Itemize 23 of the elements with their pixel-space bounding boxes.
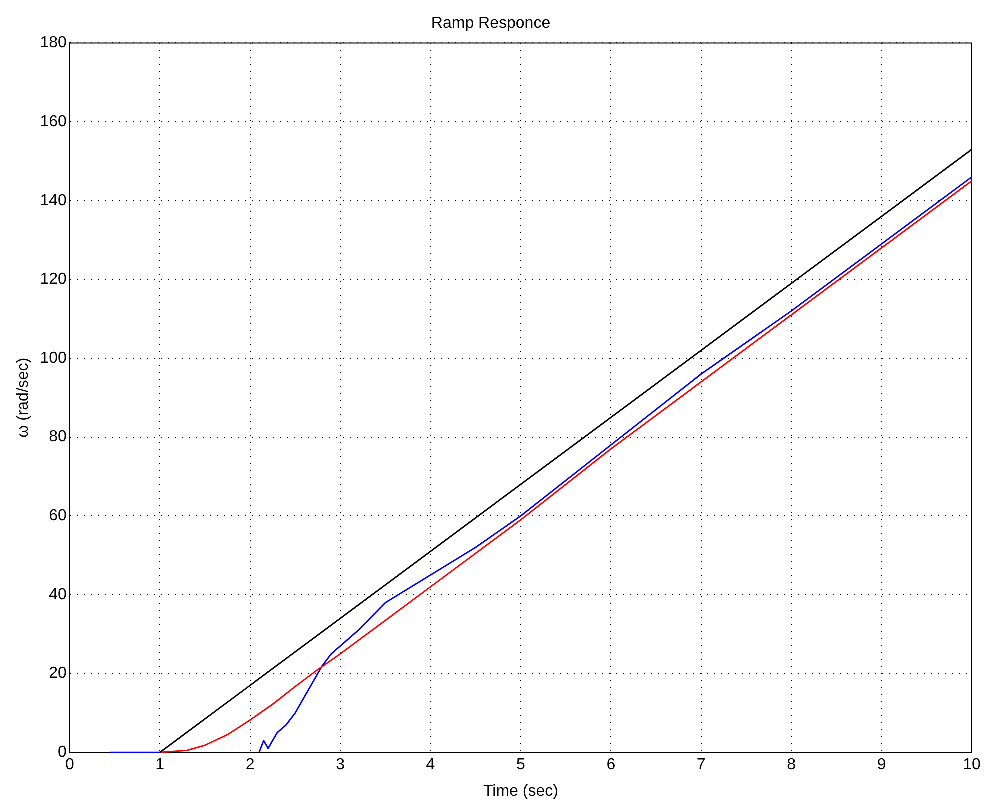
y-tick-label: 40 xyxy=(49,586,67,604)
x-tick-label: 4 xyxy=(426,756,436,774)
y-tick-label: 80 xyxy=(49,428,67,446)
y-tick-label: 60 xyxy=(49,508,67,525)
x-tick-label: 9 xyxy=(877,756,886,774)
x-tick-label: 7 xyxy=(696,756,706,774)
x-tick-label: 1 xyxy=(156,756,165,774)
chart-title: Ramp Responce xyxy=(431,15,551,32)
x-tick-label: 10 xyxy=(963,756,981,774)
y-tick-label: 180 xyxy=(40,34,67,52)
x-tick-label: 2 xyxy=(246,756,255,774)
x-tick-label: 6 xyxy=(606,756,616,774)
y-tick-label: 0 xyxy=(58,744,67,762)
y-axis-title: ω (rad/sec) xyxy=(15,358,32,438)
y-tick-label: 100 xyxy=(40,350,67,367)
x-tick-label: 3 xyxy=(336,756,346,774)
y-tick-label: 160 xyxy=(40,113,67,130)
x-tick-label: 5 xyxy=(516,756,526,774)
x-axis-title: Time (sec) xyxy=(483,782,558,800)
y-tick-label: 20 xyxy=(49,665,67,682)
y-tick-label: 120 xyxy=(40,271,67,288)
x-tick-label: 8 xyxy=(787,756,796,774)
y-tick-label: 140 xyxy=(40,192,67,210)
